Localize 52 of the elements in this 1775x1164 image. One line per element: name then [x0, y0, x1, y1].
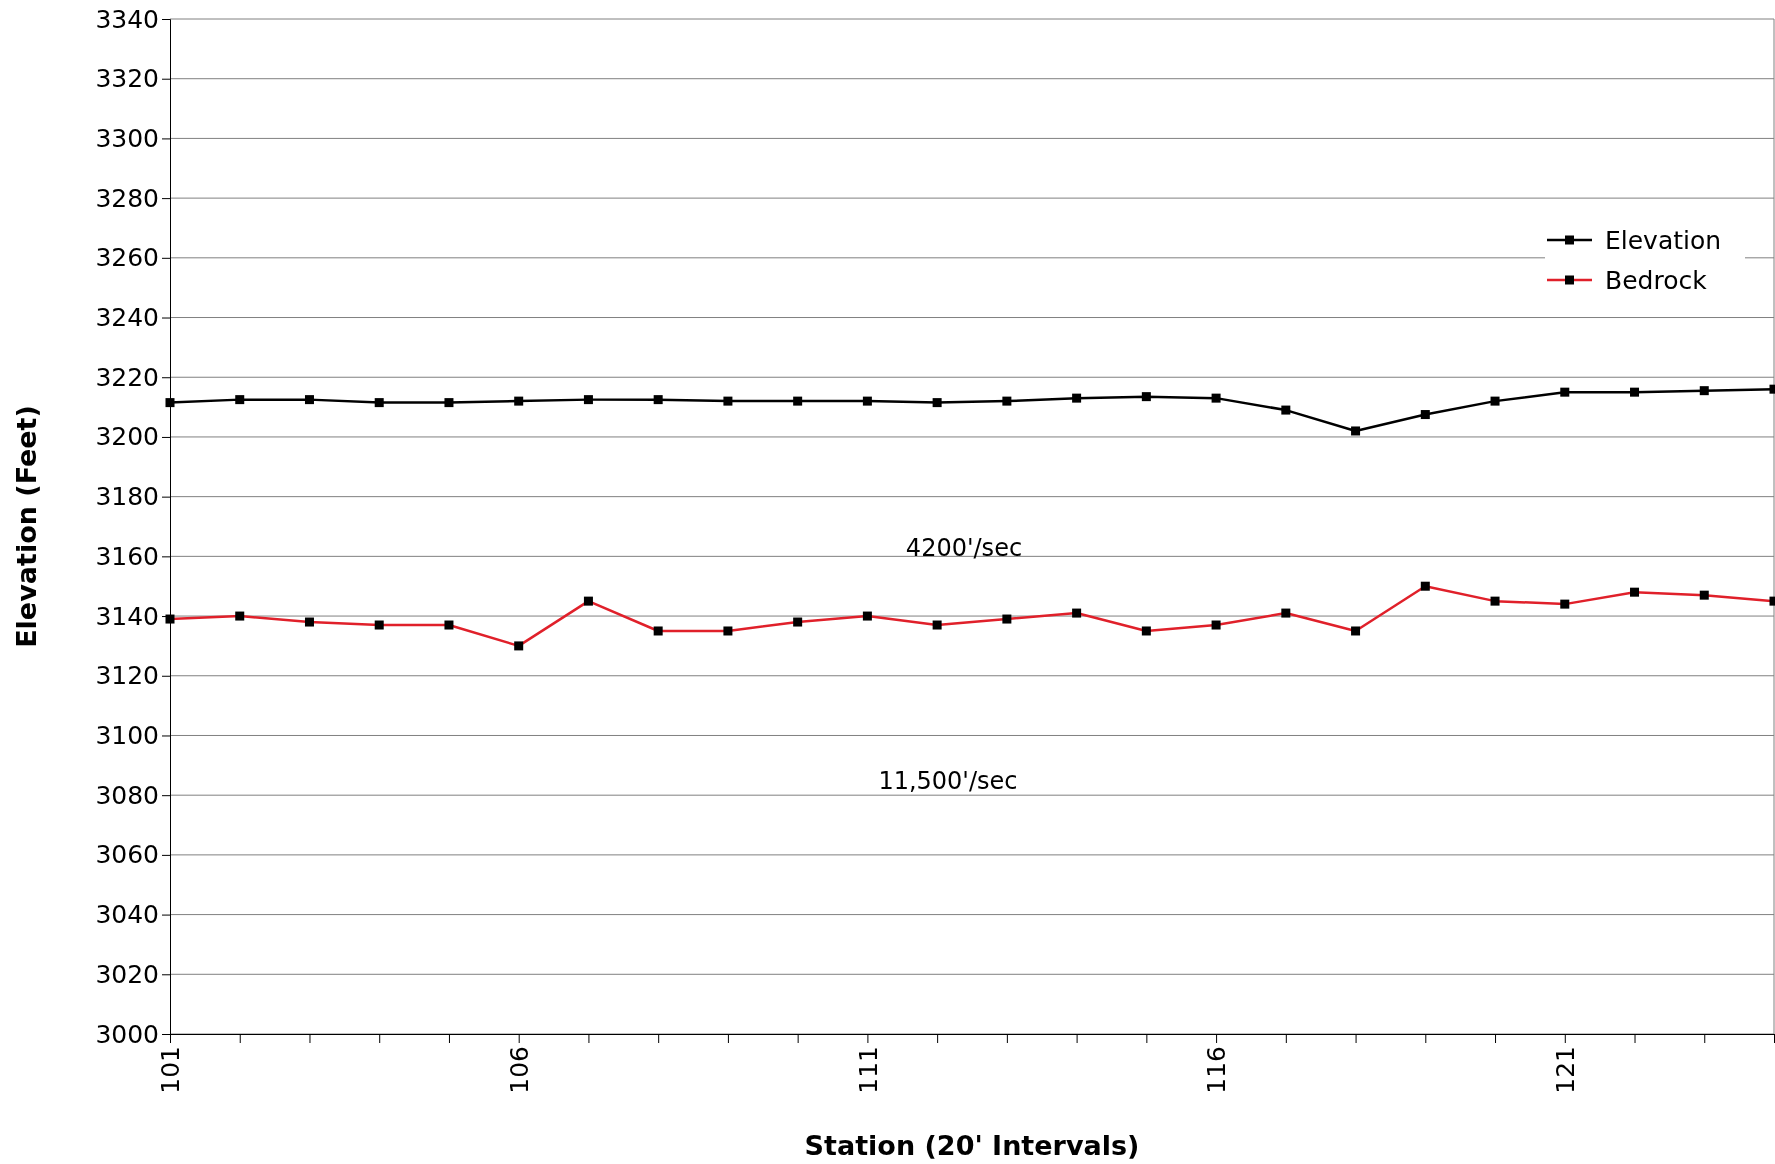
y-tick-label: 3200	[95, 422, 159, 452]
point	[1211, 393, 1221, 403]
point	[444, 398, 454, 408]
point	[514, 396, 524, 406]
point	[1699, 386, 1709, 396]
point	[1420, 410, 1430, 420]
y-tick-label: 3300	[95, 123, 159, 153]
point	[165, 398, 175, 408]
point	[374, 398, 384, 408]
y-tick-label: 3120	[95, 661, 159, 691]
point	[1002, 396, 1012, 406]
point	[1351, 426, 1361, 436]
point	[583, 395, 593, 405]
y-tick-label: 3040	[95, 900, 159, 930]
y-tick-label: 3060	[95, 840, 159, 870]
point	[1141, 392, 1151, 402]
y-tick-label: 3340	[95, 4, 159, 34]
x-tick-label: 106	[504, 1046, 534, 1094]
point	[932, 398, 942, 408]
y-tick-label: 3020	[95, 959, 159, 989]
y-tick-label: 3100	[95, 720, 159, 750]
point	[1560, 387, 1570, 397]
x-tick-label: 111	[853, 1046, 883, 1094]
point	[304, 395, 314, 405]
y-tick-label: 3000	[95, 1019, 159, 1049]
y-tick-label: 3240	[95, 303, 159, 333]
y-tick-label: 3160	[95, 541, 159, 571]
point	[793, 396, 803, 406]
legend-label: Elevation	[1605, 225, 1722, 255]
annotation: 4200'/sec	[905, 534, 1023, 563]
y-tick-label: 3280	[95, 183, 159, 213]
y-tick-label: 3320	[95, 64, 159, 94]
point	[723, 396, 733, 406]
point	[1281, 405, 1291, 415]
y-tick-label: 3180	[95, 482, 159, 512]
legend-label: Bedrock	[1605, 265, 1708, 295]
point	[862, 396, 872, 406]
x-axis-title: Station (20' Intervals)	[804, 1130, 1140, 1161]
point	[653, 395, 663, 405]
y-tick-label: 3080	[95, 780, 159, 810]
x-tick-label: 101	[156, 1046, 186, 1094]
y-tick-label: 3220	[95, 362, 159, 392]
point	[1490, 396, 1500, 406]
y-axis-title: Elevation (Feet)	[11, 405, 42, 648]
point	[235, 395, 245, 405]
annotation: 11,500'/sec	[878, 767, 1018, 796]
point	[1072, 393, 1082, 403]
y-tick-label: 3260	[95, 243, 159, 273]
y-tick-label: 3140	[95, 601, 159, 631]
point	[1630, 387, 1640, 397]
x-tick-label: 116	[1202, 1046, 1232, 1094]
x-tick-label: 121	[1551, 1046, 1581, 1094]
